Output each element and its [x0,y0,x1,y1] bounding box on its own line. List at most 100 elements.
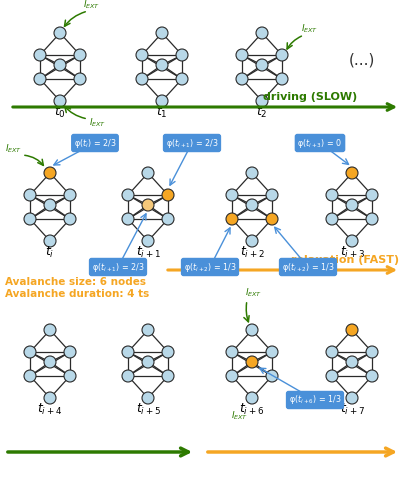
Circle shape [256,59,268,71]
Circle shape [346,167,358,179]
Circle shape [246,392,258,404]
Text: $t_{i+5}$: $t_{i+5}$ [136,402,160,417]
Circle shape [366,370,378,382]
Circle shape [346,324,358,336]
Circle shape [122,213,134,225]
Circle shape [226,213,238,225]
Circle shape [226,189,238,201]
Circle shape [266,346,278,358]
Circle shape [326,189,338,201]
Circle shape [162,370,174,382]
Text: $t_0$: $t_0$ [54,105,66,120]
Circle shape [142,356,154,368]
Circle shape [266,213,278,225]
Text: driving (SLOW): driving (SLOW) [263,92,357,102]
Circle shape [142,324,154,336]
Circle shape [44,356,56,368]
Text: φ($t_{i+1}$) = 2/3: φ($t_{i+1}$) = 2/3 [166,136,219,149]
Circle shape [54,95,66,107]
Circle shape [346,392,358,404]
Circle shape [226,370,238,382]
Circle shape [276,73,288,85]
Circle shape [142,392,154,404]
Circle shape [44,324,56,336]
Circle shape [326,213,338,225]
Text: $I_{EXT}$: $I_{EXT}$ [5,143,23,155]
Circle shape [156,95,168,107]
Text: relaxation (FAST): relaxation (FAST) [291,255,399,265]
Circle shape [34,73,46,85]
Circle shape [24,346,36,358]
Text: $t_{i+2}$: $t_{i+2}$ [240,245,264,260]
Circle shape [256,95,268,107]
Circle shape [156,59,168,71]
Text: φ($t_{i+2}$) = 1/3: φ($t_{i+2}$) = 1/3 [282,260,335,274]
Circle shape [326,370,338,382]
Circle shape [64,213,76,225]
Circle shape [142,167,154,179]
Text: Avalanche size: 6 nodes: Avalanche size: 6 nodes [5,277,146,287]
Text: $t_i$: $t_i$ [45,245,55,260]
Circle shape [156,27,168,39]
Circle shape [44,167,56,179]
Circle shape [34,49,46,61]
Circle shape [276,49,288,61]
Circle shape [44,235,56,247]
Circle shape [24,370,36,382]
Text: φ($t_{i+1}$) = 2/3: φ($t_{i+1}$) = 2/3 [92,260,144,274]
Text: (...): (...) [349,52,375,68]
Text: $t_{i+1}$: $t_{i+1}$ [136,245,160,260]
Circle shape [162,213,174,225]
Circle shape [44,392,56,404]
Circle shape [64,346,76,358]
Circle shape [246,167,258,179]
Text: $I_{EXT}$: $I_{EXT}$ [83,0,101,11]
Text: $I_{EXT}$: $I_{EXT}$ [301,22,319,35]
Text: $t_2$: $t_2$ [256,105,268,120]
Circle shape [236,49,248,61]
Circle shape [366,189,378,201]
Circle shape [122,346,134,358]
Circle shape [74,49,86,61]
Text: $I_{EXT}$: $I_{EXT}$ [231,410,249,422]
Circle shape [326,346,338,358]
Text: Avalanche duration: 4 ts: Avalanche duration: 4 ts [5,289,149,299]
Circle shape [44,199,56,211]
Text: $t_{i+7}$: $t_{i+7}$ [339,402,365,417]
Circle shape [122,370,134,382]
Text: $I_{EXT}$: $I_{EXT}$ [90,116,107,129]
Text: $I_{EXT}$: $I_{EXT}$ [245,287,263,299]
Circle shape [176,49,188,61]
Text: $t_1$: $t_1$ [156,105,168,120]
Circle shape [236,73,248,85]
Circle shape [64,370,76,382]
Circle shape [346,235,358,247]
Circle shape [246,235,258,247]
Circle shape [142,199,154,211]
Text: $t_{i+4}$: $t_{i+4}$ [37,402,63,417]
Text: φ($t_i$) = 2/3: φ($t_i$) = 2/3 [74,136,116,149]
Circle shape [246,324,258,336]
Circle shape [24,213,36,225]
Circle shape [346,199,358,211]
Circle shape [136,73,148,85]
Circle shape [266,370,278,382]
Text: $t_{i+6}$: $t_{i+6}$ [239,402,265,417]
Circle shape [366,346,378,358]
Circle shape [256,27,268,39]
Circle shape [136,49,148,61]
Circle shape [266,189,278,201]
Circle shape [346,356,358,368]
Text: φ($t_{i+6}$) = 1/3: φ($t_{i+6}$) = 1/3 [289,394,341,406]
Circle shape [122,189,134,201]
Circle shape [54,27,66,39]
Circle shape [74,73,86,85]
Circle shape [176,73,188,85]
Circle shape [54,59,66,71]
Text: $t_{i+3}$: $t_{i+3}$ [339,245,365,260]
Text: φ($t_{i+3}$) = 0: φ($t_{i+3}$) = 0 [298,136,343,149]
Circle shape [142,235,154,247]
Circle shape [64,189,76,201]
Circle shape [246,199,258,211]
Circle shape [162,189,174,201]
